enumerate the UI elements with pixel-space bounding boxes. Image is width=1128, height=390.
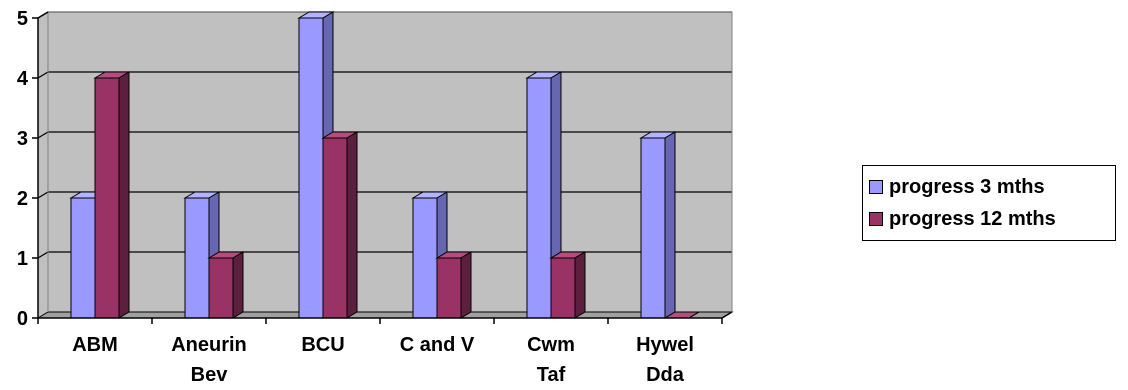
legend-item-series-2: progress 12 mths — [869, 204, 1056, 234]
x-category-label-4: C and V — [400, 334, 475, 356]
y-axis — [37, 11, 49, 318]
bar-1-2-front — [184, 197, 210, 319]
bar-2-1-front — [94, 77, 120, 319]
floor-edge — [721, 311, 733, 319]
y-tick-label: 0 — [17, 308, 28, 330]
plot-back-wall — [38, 12, 732, 318]
y-tick-label: 4 — [17, 68, 29, 90]
x-category-label-5: Cwm Taf — [527, 334, 575, 386]
x-category-label-3: BCU — [301, 334, 344, 356]
bar-2-4-front — [436, 257, 462, 319]
bar-2-6-side — [688, 311, 700, 319]
chart-legend: progress 3 mths progress 12 mths — [862, 165, 1116, 241]
plot-wall-border — [47, 11, 733, 312]
y-tick-label: 5 — [17, 8, 28, 30]
bar-2-5-front — [550, 257, 576, 319]
y-tick-label: 1 — [17, 248, 28, 270]
legend-label-series-2: progress 12 mths — [889, 207, 1056, 230]
x-category-label-1: ABM — [72, 334, 118, 356]
bar-2-3-front — [322, 137, 348, 319]
legend-item-series-1: progress 3 mths — [869, 172, 1045, 202]
plot-floor — [36, 311, 734, 319]
bar-1-6-side — [664, 131, 676, 319]
bar-2-2-front — [208, 257, 234, 319]
bar-2-1-side — [118, 71, 130, 319]
bar-1-4-front — [412, 197, 438, 319]
bar-2-2-side — [232, 251, 244, 319]
bar-2-3-side — [346, 131, 358, 319]
bar-2-4-side — [460, 251, 472, 319]
x-category-label-2: Aneurin Bev — [171, 334, 247, 386]
y-tick-label: 3 — [17, 128, 28, 150]
legend-swatch-series-1 — [869, 180, 883, 194]
bar-1-5-front — [526, 77, 552, 319]
legend-label-series-1: progress 3 mths — [889, 175, 1045, 198]
bar-1-3-front — [298, 17, 324, 319]
legend-swatch-series-2 — [869, 212, 883, 226]
bar-1-1-front — [70, 197, 96, 319]
bar-2-5-side — [574, 251, 586, 319]
bar-1-6-front — [640, 137, 666, 319]
x-category-label-6: Hywel Dda — [636, 334, 694, 386]
y-tick-label: 2 — [17, 188, 28, 210]
